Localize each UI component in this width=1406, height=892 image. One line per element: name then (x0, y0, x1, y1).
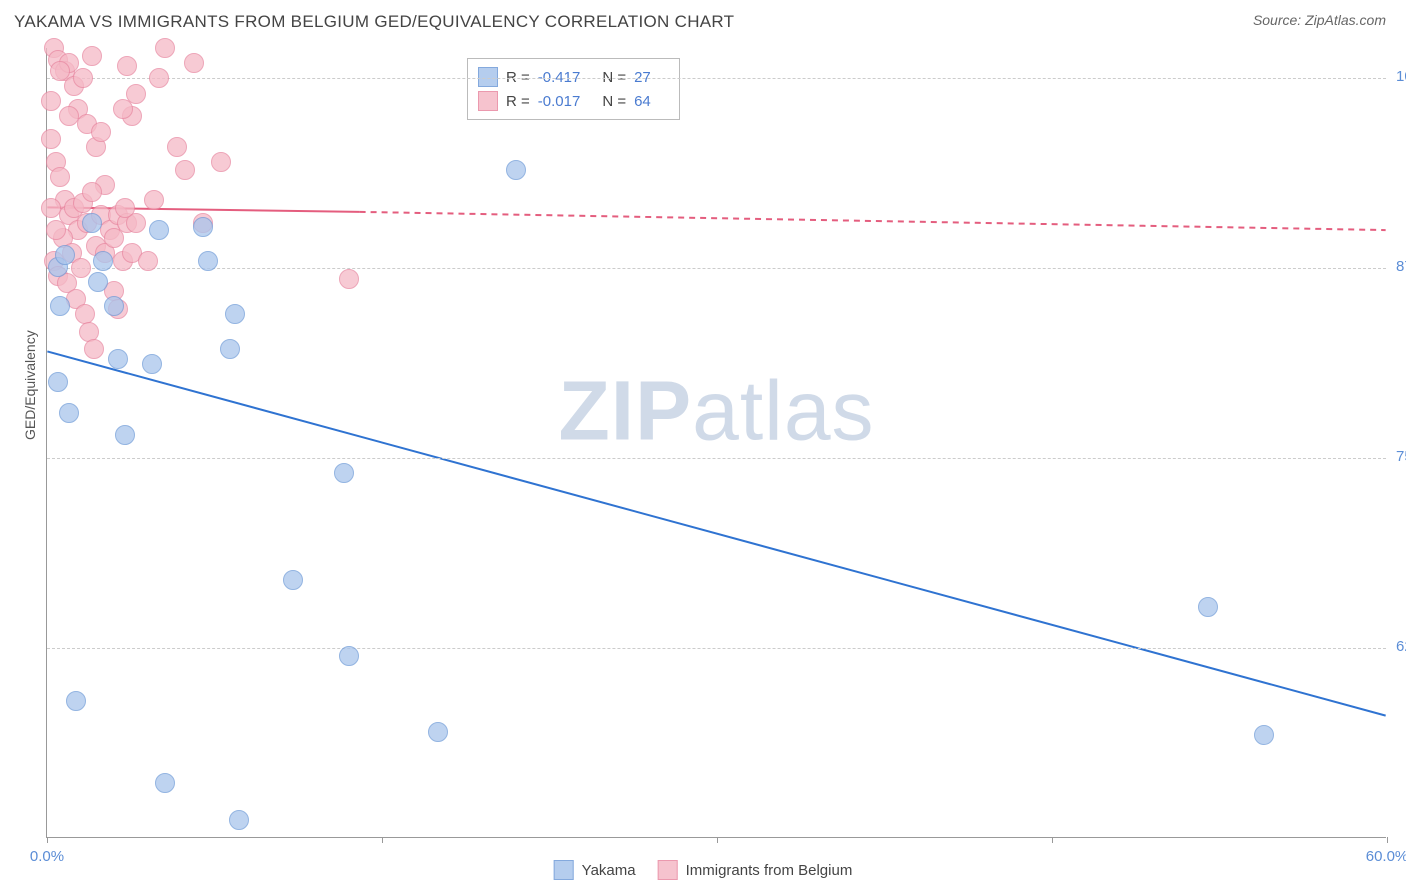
point-series-b (138, 251, 158, 271)
point-series-b (41, 129, 61, 149)
point-series-a (334, 463, 354, 483)
point-series-a (220, 339, 240, 359)
point-series-a (1254, 725, 1274, 745)
point-series-b (211, 152, 231, 172)
point-series-b (84, 339, 104, 359)
point-series-b (184, 53, 204, 73)
r-value-b: -0.017 (538, 93, 581, 110)
y-tick-label: 87.5% (1396, 258, 1406, 275)
chart-plot-area: ZIPatlas R = -0.417 N = 27 R = -0.017 N … (46, 48, 1386, 838)
x-tick (1052, 837, 1053, 843)
x-tick (1387, 837, 1388, 843)
point-series-b (41, 198, 61, 218)
x-tick (47, 837, 48, 843)
point-series-b (41, 91, 61, 111)
point-series-a (225, 304, 245, 324)
point-series-a (428, 722, 448, 742)
point-series-b (50, 61, 70, 81)
n-label: N = (602, 93, 626, 110)
source-prefix: Source: (1253, 12, 1305, 28)
y-tick-label: 75.0% (1396, 448, 1406, 465)
point-series-a (59, 403, 79, 423)
source-attribution: Source: ZipAtlas.com (1253, 12, 1386, 28)
point-series-b (113, 99, 133, 119)
source-name: ZipAtlas.com (1305, 12, 1386, 28)
x-tick (717, 837, 718, 843)
legend: Yakama Immigrants from Belgium (554, 860, 853, 880)
point-series-a (93, 251, 113, 271)
x-tick-label: 60.0% (1366, 848, 1406, 865)
x-tick (382, 837, 383, 843)
legend-item-a: Yakama (554, 860, 636, 880)
point-series-b (50, 167, 70, 187)
legend-item-b: Immigrants from Belgium (658, 860, 853, 880)
point-series-b (175, 160, 195, 180)
gridline-horizontal (47, 458, 1386, 459)
correlation-stats-box: R = -0.417 N = 27 R = -0.017 N = 64 (467, 58, 680, 120)
point-series-b (59, 106, 79, 126)
point-series-a (104, 296, 124, 316)
y-tick-label: 62.5% (1396, 638, 1406, 655)
point-series-b (91, 122, 111, 142)
r-value-a: -0.417 (538, 69, 581, 86)
point-series-b (155, 38, 175, 58)
r-label: R = (506, 93, 530, 110)
gridline-horizontal (47, 78, 1386, 79)
n-value-b: 64 (634, 93, 651, 110)
point-series-a (193, 217, 213, 237)
r-label: R = (506, 69, 530, 86)
point-series-b (82, 182, 102, 202)
stats-row-series-a: R = -0.417 N = 27 (478, 65, 665, 89)
point-series-a (142, 354, 162, 374)
point-series-a (66, 691, 86, 711)
gridline-horizontal (47, 648, 1386, 649)
point-series-a (198, 251, 218, 271)
point-series-b (149, 68, 169, 88)
legend-label-b: Immigrants from Belgium (686, 862, 853, 879)
point-series-a (1198, 597, 1218, 617)
point-series-a (82, 213, 102, 233)
x-tick-label: 0.0% (30, 848, 64, 865)
point-series-a (506, 160, 526, 180)
point-series-a (88, 272, 108, 292)
point-series-b (75, 304, 95, 324)
point-series-b (73, 68, 93, 88)
point-series-a (48, 372, 68, 392)
point-series-a (339, 646, 359, 666)
swatch-series-b (658, 860, 678, 880)
point-series-a (115, 425, 135, 445)
legend-label-a: Yakama (582, 862, 636, 879)
n-label: N = (602, 69, 626, 86)
y-axis-label: GED/Equivalency (22, 330, 38, 440)
watermark-logo: ZIPatlas (558, 362, 874, 459)
point-series-b (71, 258, 91, 278)
point-series-a (283, 570, 303, 590)
point-series-a (229, 810, 249, 830)
point-series-b (46, 220, 66, 240)
swatch-series-a (554, 860, 574, 880)
point-series-a (50, 296, 70, 316)
point-series-a (155, 773, 175, 793)
trend-lines-svg (47, 48, 1386, 837)
watermark-part1: ZIP (558, 363, 692, 457)
gridline-horizontal (47, 268, 1386, 269)
stats-row-series-b: R = -0.017 N = 64 (478, 89, 665, 113)
point-series-a (149, 220, 169, 240)
y-tick-label: 100.0% (1396, 68, 1406, 85)
watermark-part2: atlas (692, 363, 874, 457)
chart-title: YAKAMA VS IMMIGRANTS FROM BELGIUM GED/EQ… (14, 12, 734, 32)
point-series-b (115, 198, 135, 218)
point-series-a (108, 349, 128, 369)
point-series-b (339, 269, 359, 289)
point-series-b (167, 137, 187, 157)
swatch-series-b (478, 91, 498, 111)
point-series-b (82, 46, 102, 66)
point-series-b (117, 56, 137, 76)
n-value-a: 27 (634, 69, 651, 86)
point-series-a (55, 245, 75, 265)
swatch-series-a (478, 67, 498, 87)
point-series-b (144, 190, 164, 210)
